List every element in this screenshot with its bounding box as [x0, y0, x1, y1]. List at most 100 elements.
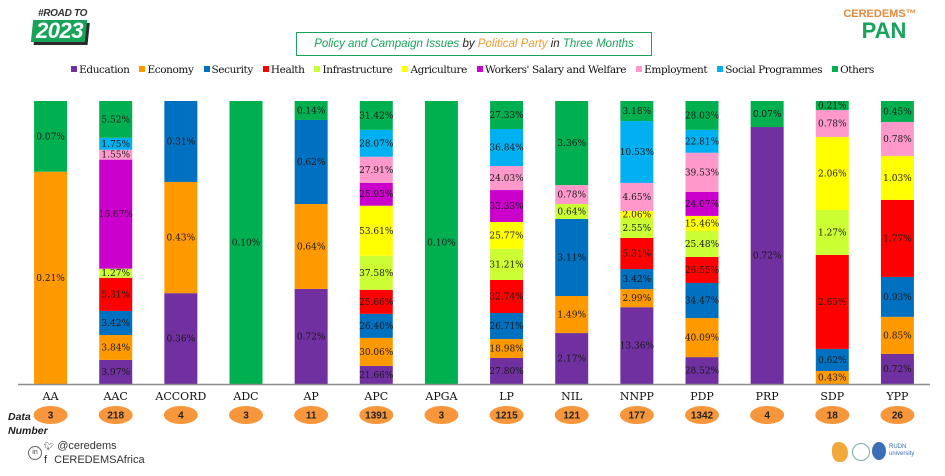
x-tick-label: AA [42, 390, 60, 403]
x-tick-label: APGA [424, 390, 458, 403]
data-label: 26.71% [489, 322, 524, 332]
bar-segment [620, 101, 654, 122]
data-label: 32.74% [489, 292, 524, 302]
linkedin-icon[interactable]: in [28, 446, 42, 460]
data-label: 0.62% [297, 158, 326, 168]
data-label: 27.33% [489, 111, 524, 121]
bar-segment [490, 190, 524, 223]
data-label: 0.93% [883, 293, 912, 303]
legend-item: Health [262, 64, 305, 76]
data-label: 0.85% [883, 331, 912, 341]
legend-swatch [71, 66, 78, 72]
data-label: 0.72% [297, 332, 326, 342]
data-label: 1.03% [883, 174, 912, 184]
bar-segment [490, 339, 524, 358]
data-number-bubble [815, 406, 850, 424]
data-label: 2.65% [818, 298, 847, 308]
bar-segment [815, 254, 849, 349]
data-label: 31.21% [489, 260, 524, 270]
bar-segment [880, 316, 914, 354]
data-number-bubble [359, 406, 394, 424]
data-label: 28.07% [359, 139, 394, 149]
bar-segment [620, 217, 654, 238]
data-number-value: 4 [178, 411, 184, 422]
bar-segment [815, 110, 849, 137]
data-label: 26.40% [359, 322, 394, 332]
legend-label: Agriculture [410, 64, 467, 76]
bar-segment [359, 337, 393, 366]
data-label: 3.42% [101, 319, 130, 329]
bar-segment [99, 137, 133, 150]
data-label: 3.11% [557, 253, 586, 263]
legend-swatch [636, 66, 643, 72]
data-number-value: 26 [892, 411, 904, 422]
data-label: 3.84% [101, 343, 130, 353]
chart-title: Policy and Campaign Issues by Political … [296, 32, 652, 56]
facebook-handle[interactable]: f CEREDEMSAfrica [44, 454, 145, 466]
data-number-bubble [750, 406, 785, 424]
data-number-bubble [424, 406, 459, 424]
data-label: 33.33% [489, 202, 524, 212]
x-tick-label: LP [499, 390, 514, 403]
legend-item: Agriculture [402, 64, 467, 76]
bar-segment [99, 159, 133, 269]
data-label: 5.31% [623, 250, 652, 260]
data-label: 24.07% [685, 200, 720, 210]
title-part: Policy and Campaign Issues [314, 38, 460, 50]
x-tick-label: PRP [756, 390, 780, 403]
data-label: 28.52% [685, 367, 720, 377]
bar-segment [750, 127, 784, 384]
bar-segment [34, 171, 68, 384]
data-number-bubble [685, 406, 719, 424]
bar-segment [685, 129, 719, 153]
bar-segment [359, 182, 393, 206]
data-label: 0.10% [427, 239, 456, 249]
title-part: in [547, 38, 563, 50]
data-number-bubble [619, 406, 654, 424]
data-number-bubble [163, 406, 198, 424]
data-label: 37.58% [359, 269, 394, 279]
data-label: 1.49% [557, 311, 586, 321]
bar-segment [620, 269, 654, 290]
data-label: 0.14% [297, 106, 326, 116]
bar-segment [555, 185, 589, 205]
bar-segment [99, 101, 133, 138]
data-label: 15.46% [685, 219, 720, 229]
data-number-bubble [554, 406, 589, 424]
twitter-handle[interactable]: 🐦︎ @ceredems [44, 440, 117, 452]
africa-map-icon [832, 442, 848, 462]
rudn-text: RUDN university [889, 444, 915, 457]
bar-segment [490, 128, 524, 167]
data-label: 39.53% [685, 168, 720, 178]
bar-segment [685, 191, 719, 216]
bar-segment [815, 348, 849, 371]
bar-segment [490, 166, 524, 191]
data-label: 4.65% [623, 193, 652, 203]
legend-item: Employment [636, 64, 708, 76]
data-number-value: 11 [306, 411, 317, 422]
legend-label: Social Programmes [725, 64, 823, 76]
bar-segment [880, 155, 914, 200]
data-label: 2.99% [623, 294, 652, 304]
bar-segment [490, 222, 524, 249]
data-label: 30.06% [359, 348, 394, 358]
data-label: 18.98% [489, 345, 524, 355]
bar-segment [880, 121, 914, 156]
legend-swatch [262, 66, 269, 72]
bar-segment [359, 205, 393, 256]
data-label: 25.93% [359, 190, 394, 200]
data-label: 53.61% [359, 227, 394, 237]
legend-item: Economy [139, 64, 194, 76]
data-label: 2.55% [623, 224, 652, 234]
bar-segment [685, 152, 719, 192]
x-tick-label: SDP [820, 390, 844, 403]
bar-segment [359, 313, 393, 338]
data-label: 28.03% [685, 111, 720, 121]
logo-year: 2023 [36, 18, 83, 43]
data-label: 25.48% [685, 240, 720, 250]
data-label: 0.07% [753, 110, 782, 120]
data-label: 34.47% [685, 297, 720, 307]
bar-segment [359, 289, 393, 314]
bar-segment [620, 210, 654, 218]
x-tick-label: YPP [885, 390, 909, 403]
